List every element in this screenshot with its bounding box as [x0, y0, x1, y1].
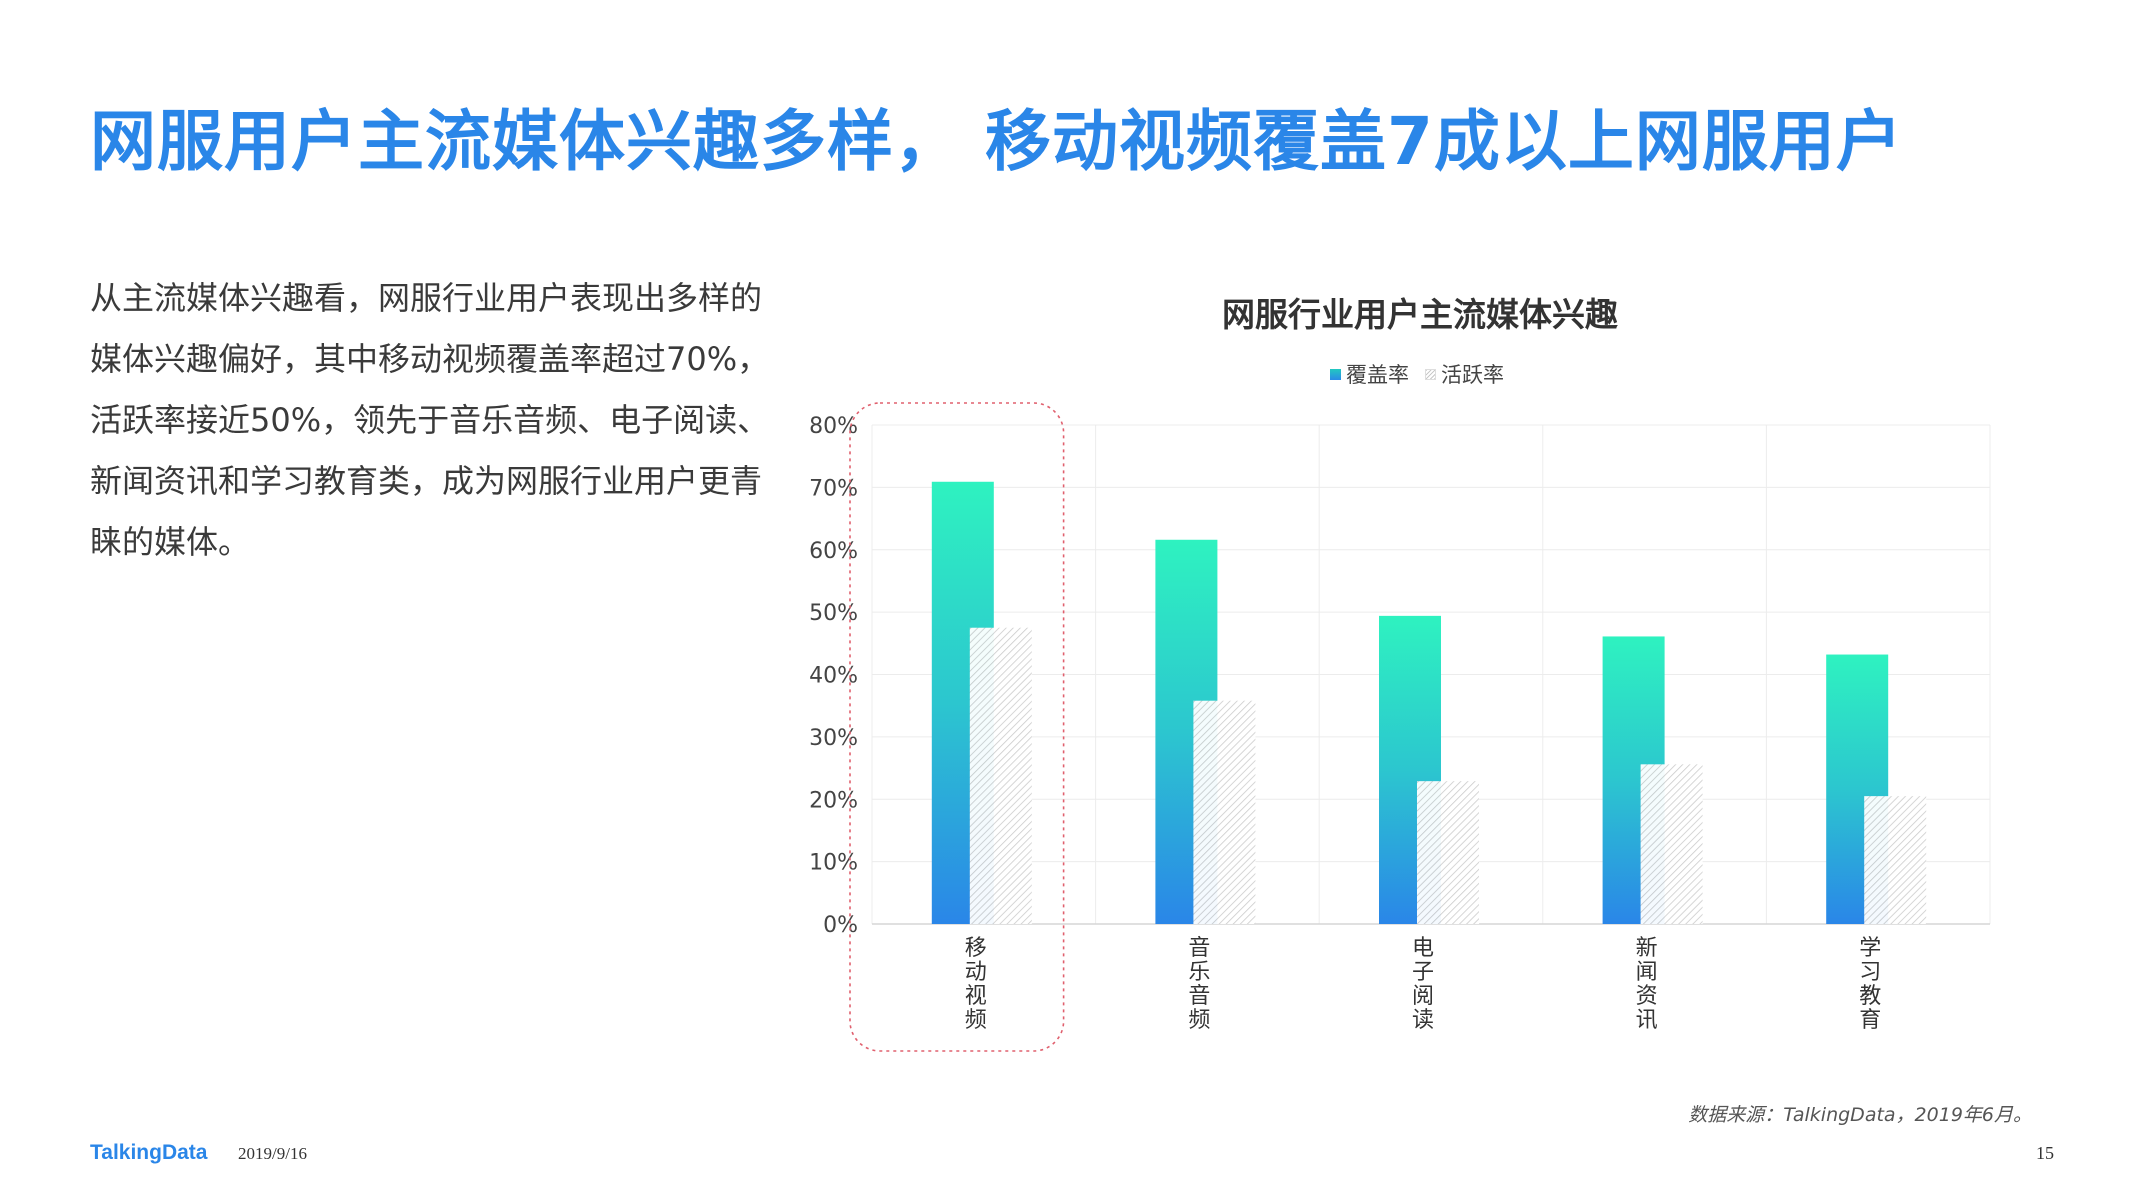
legend-swatch-coverage — [1330, 368, 1341, 380]
footer-date: 2019/9/16 — [238, 1144, 307, 1163]
legend-item-activity: 活跃率 — [1425, 359, 1504, 389]
legend-item-coverage: 覆盖率 — [1330, 359, 1409, 389]
bar-activity — [1640, 764, 1703, 924]
legend-label-coverage: 覆盖率 — [1346, 363, 1409, 387]
talkingdata-logo: TalkingData — [90, 1141, 208, 1164]
bar-activity — [1193, 700, 1256, 924]
x-tick-label: 音乐音频 — [1188, 936, 1210, 1033]
bar-activity — [969, 627, 1032, 924]
highlight-box — [849, 402, 1065, 1052]
slide-headline: 网服用户主流媒体兴趣多样， 移动视频覆盖7成以上网服用户 — [90, 103, 1903, 180]
chart-legend: 覆盖率 活跃率 — [1330, 360, 1520, 388]
x-tick-label: 电子阅读 — [1412, 936, 1434, 1033]
bar-activity — [1417, 781, 1479, 924]
page-number: 15 — [2036, 1143, 2054, 1163]
data-source-note: 数据来源：TalkingData，2019年6月。 — [1688, 1104, 2032, 1126]
chart-title: 网服行业用户主流媒体兴趣 — [1222, 295, 1618, 334]
legend-swatch-activity — [1425, 368, 1436, 380]
bar-activity — [1864, 796, 1927, 924]
x-tick-label: 学习教育 — [1859, 936, 1881, 1033]
legend-label-activity: 活跃率 — [1441, 363, 1504, 387]
x-tick-label: 移动视频 — [965, 936, 987, 1033]
y-tick-label: 80% — [809, 414, 858, 439]
x-tick-label: 新闻资讯 — [1636, 936, 1658, 1033]
summary-paragraph: 从主流媒体兴趣看，网服行业用户表现出多样的媒体兴趣偏好，其中移动视频覆盖率超过7… — [90, 279, 770, 561]
y-tick-label: 0% — [823, 913, 858, 938]
